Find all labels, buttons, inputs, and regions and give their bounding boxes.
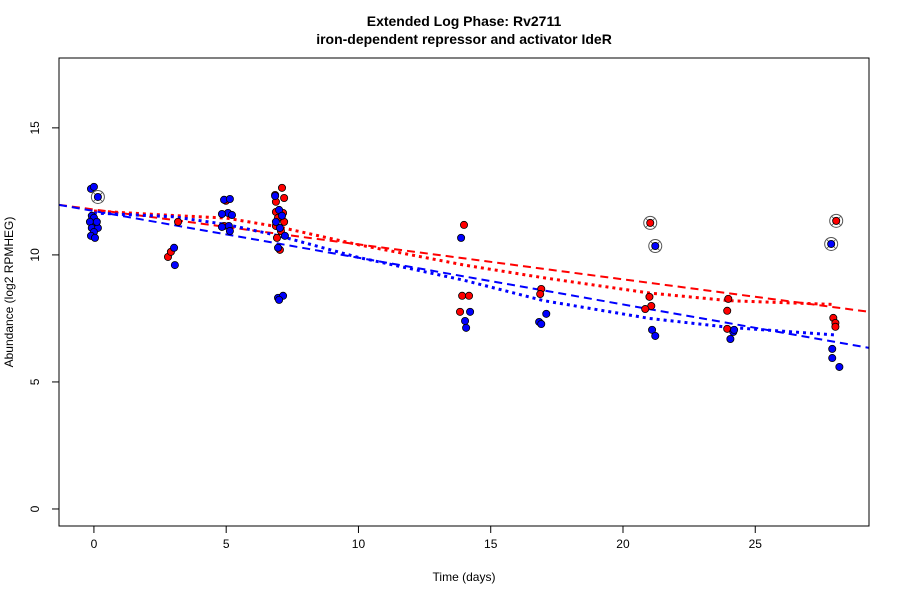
data-point: [456, 307, 465, 316]
chart-title: Extended Log Phase: Rv2711: [367, 13, 562, 29]
outlier-point: [651, 242, 660, 251]
data-point: [225, 195, 234, 204]
outlier-point: [646, 218, 655, 227]
outlier-ring: [648, 239, 663, 254]
data-point: [536, 290, 545, 299]
data-point: [724, 294, 733, 303]
data-point: [459, 220, 468, 229]
data-point: [651, 331, 660, 340]
data-point: [730, 325, 739, 334]
data-point: [831, 322, 840, 331]
data-point: [170, 243, 179, 252]
x-tick-label: 10: [352, 537, 366, 551]
data-point: [461, 316, 470, 325]
data-point: [828, 344, 837, 353]
data-point: [723, 306, 732, 315]
x-tick-label: 5: [223, 537, 230, 551]
data-point: [275, 295, 284, 304]
fit-lines: [58, 203, 870, 349]
dashed-fit-line: [58, 203, 870, 313]
data-point: [462, 323, 471, 332]
outlier-point: [827, 239, 836, 248]
data-point: [271, 217, 280, 226]
data-point: [280, 193, 289, 202]
data-point: [92, 217, 101, 226]
data-point: [542, 309, 551, 318]
data-point: [466, 307, 475, 316]
data-point: [828, 354, 837, 363]
data-point: [835, 362, 844, 371]
y-tick-label: 5: [28, 378, 42, 385]
dotted-fit-line: [93, 209, 835, 306]
outlier-point: [832, 216, 841, 225]
dotted-fit-line: [93, 211, 835, 337]
outlier-ring: [90, 189, 105, 204]
data-point: [280, 231, 289, 240]
data-point: [274, 243, 283, 252]
y-tick-label: 0: [28, 505, 42, 512]
data-point: [170, 261, 179, 270]
data-point: [648, 325, 657, 334]
outlier-ring: [824, 236, 839, 251]
data-point: [641, 305, 650, 314]
outlier-ring: [643, 215, 658, 230]
data-point: [537, 320, 546, 329]
data-point: [645, 292, 654, 301]
y-tick-label: 15: [28, 121, 42, 135]
data-point: [217, 222, 226, 231]
data-point: [726, 335, 735, 344]
data-point: [90, 233, 99, 242]
x-tick-label: 15: [484, 537, 498, 551]
data-point: [228, 211, 237, 220]
data-point: [225, 227, 234, 236]
chart-subtitle: iron-dependent repressor and activator I…: [316, 31, 612, 47]
data-point: [278, 183, 287, 192]
x-axis-label: Time (days): [433, 570, 496, 584]
data-point: [272, 233, 281, 242]
data-point: [89, 182, 98, 191]
plot-frame: [58, 57, 870, 527]
data-point: [278, 211, 287, 220]
x-tick-label: 25: [749, 537, 763, 551]
y-axis-label: Abundance (log2 RPMHEG): [2, 217, 16, 368]
data-point: [174, 217, 183, 226]
x-tick-label: 20: [616, 537, 630, 551]
data-point: [217, 209, 226, 218]
x-tick-label: 0: [91, 537, 98, 551]
data-point: [275, 223, 284, 232]
data-points: [85, 182, 844, 371]
dashed-fit-line: [58, 203, 870, 349]
data-point: [465, 291, 474, 300]
outlier-ring: [829, 213, 844, 228]
data-point: [271, 191, 280, 200]
outlier-point: [93, 192, 102, 201]
data-point: [457, 233, 466, 242]
data-point: [458, 291, 467, 300]
y-tick-label: 10: [28, 248, 42, 262]
